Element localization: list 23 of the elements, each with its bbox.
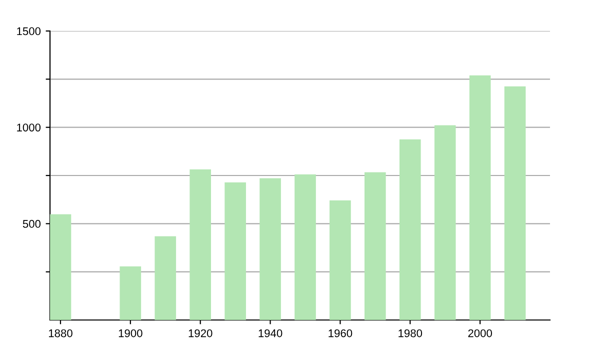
bar: [50, 214, 72, 320]
bar: [330, 200, 351, 320]
x-tick-label: 1980: [398, 329, 422, 338]
x-tick-label: 1900: [118, 329, 142, 338]
bar: [260, 178, 281, 320]
x-tick-label: 1920: [188, 329, 212, 338]
x-tick-label: 1960: [328, 329, 352, 338]
bar: [120, 266, 142, 320]
bar: [434, 125, 456, 320]
bar: [504, 86, 526, 320]
bar: [469, 75, 491, 320]
x-tick-label: 2000: [468, 329, 492, 338]
y-tick-label: 1500: [17, 27, 41, 36]
x-tick-label: 1940: [258, 329, 282, 338]
bar: [399, 139, 421, 320]
bar: [294, 174, 316, 320]
x-tick-label: 1880: [48, 329, 72, 338]
bar: [364, 172, 386, 320]
bar: [190, 169, 212, 320]
bar: [224, 182, 246, 320]
y-tick-label: 500: [22, 220, 41, 228]
bar: [154, 236, 176, 320]
y-tick-label: 1000: [17, 124, 41, 132]
